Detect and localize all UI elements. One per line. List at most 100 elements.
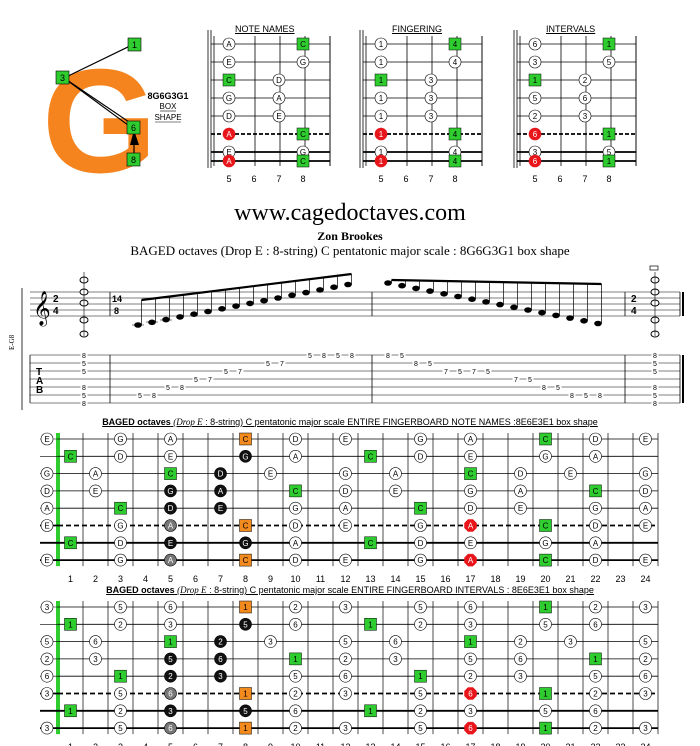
mini-root-marker	[602, 154, 616, 168]
board-root-marker	[539, 432, 552, 446]
board-marker-label: A	[593, 539, 599, 548]
board-root-marker	[164, 635, 177, 648]
fret-number: 22	[590, 574, 600, 584]
tab-fret-number: 8	[82, 385, 86, 392]
tab-fret-number: 5	[266, 361, 270, 368]
board-root-marker	[239, 519, 252, 532]
scale-note	[232, 303, 240, 309]
scale-note	[162, 316, 170, 323]
mini-marker-label: C	[300, 40, 306, 49]
board-marker-label: E	[643, 556, 648, 565]
board-note-marker	[589, 669, 602, 683]
mini-note-marker	[374, 109, 388, 123]
board-note-marker	[289, 536, 302, 550]
board-marker-label: 6	[218, 655, 223, 664]
scale-note	[260, 297, 268, 304]
mini-marker-label: 1	[379, 112, 384, 121]
board2-title-bold: BAGED octaves	[106, 585, 175, 595]
board-marker-label: E	[343, 556, 348, 565]
scale-note	[302, 289, 310, 296]
board-marker-label: E	[568, 470, 573, 479]
board-note-marker	[589, 721, 602, 735]
mini-marker-label: C	[300, 130, 306, 139]
tab-fret-number: 7	[514, 377, 518, 384]
mini-marker-label: 1	[379, 40, 384, 49]
board-note-marker	[589, 553, 602, 567]
board-note-marker	[114, 704, 127, 718]
mini-root-marker	[448, 127, 462, 141]
board-root-marker	[364, 704, 377, 718]
board-note-marker	[539, 536, 552, 550]
tab-fret-number: 8	[350, 353, 354, 360]
fret-number: 16	[440, 574, 450, 584]
board-marker-label: D	[518, 470, 524, 479]
author-name: Zon Brookes	[317, 229, 383, 243]
board-marker-label: A	[293, 539, 299, 548]
board-note-marker	[40, 484, 54, 498]
fret-number: 9	[268, 574, 273, 584]
board-marker-label: G	[117, 435, 123, 444]
board-marker-label: A	[168, 435, 174, 444]
website-url[interactable]: www.cagedoctaves.com	[234, 200, 466, 226]
fret-number: 24	[640, 742, 650, 746]
board-note-marker	[89, 652, 102, 666]
mini-root-marker	[222, 73, 236, 87]
tab-fret-number: 7	[472, 369, 476, 376]
mini-marker-label: 1	[379, 58, 384, 67]
board-marker-label: A	[643, 504, 649, 513]
tab-fret-number: 5	[308, 353, 312, 360]
board-note-marker	[414, 449, 427, 463]
board-marker-label: 5	[543, 707, 548, 716]
mini-note-marker	[374, 154, 388, 168]
board-marker-label: D	[418, 539, 424, 548]
board-root-marker	[364, 450, 377, 463]
board-root-marker	[464, 635, 477, 648]
tab-fret-number: 5	[458, 369, 462, 376]
board2-title-rest: : 8-string) C pentatonic major scale ENT…	[209, 585, 594, 595]
board-marker-label: 3	[218, 672, 223, 681]
board-marker-label: C	[243, 435, 249, 444]
mini-marker-label: 4	[453, 130, 458, 139]
time-sig-last-bottom: 4	[631, 306, 637, 317]
board-marker-label: 5	[168, 655, 173, 664]
board-marker-label: C	[368, 452, 374, 461]
board-marker-label: 6	[343, 672, 348, 681]
mini-diagram-note-names: A CE GC DG AD EA CE GA C5 6 7 8	[207, 30, 331, 184]
mini-marker-label: 4	[453, 157, 458, 166]
board-marker-label: 5	[418, 724, 423, 733]
board-bass-marker	[464, 553, 477, 567]
board-marker-label: E	[643, 522, 648, 531]
board-note-marker	[164, 432, 177, 446]
time-sig-run-bottom: 8	[114, 306, 119, 316]
board-marker-label: E	[218, 504, 223, 513]
board-note-marker	[339, 687, 352, 700]
scale-note	[204, 308, 212, 315]
mini-marker-label: 5	[533, 94, 538, 103]
board-note-marker	[414, 519, 427, 532]
board-root-marker	[539, 553, 552, 567]
board-note-marker	[239, 704, 252, 718]
board-marker-label: D	[593, 435, 599, 444]
board-root-marker	[539, 600, 552, 614]
fret-number: 3	[118, 574, 123, 584]
scale-note	[524, 307, 532, 313]
board-marker-label: 2	[418, 620, 423, 629]
scale-note	[454, 293, 462, 300]
fret-number: 11	[316, 574, 325, 584]
mini-note-marker	[222, 55, 236, 69]
tab-fret-number: 5	[224, 369, 228, 376]
board-note-marker	[389, 635, 402, 648]
board-marker-label: 2	[218, 638, 223, 647]
board-root-marker	[114, 669, 127, 683]
board-note-marker	[639, 501, 652, 515]
board-marker-label: 6	[393, 638, 398, 647]
board-bass-marker	[464, 519, 477, 532]
board-note-marker	[164, 704, 177, 718]
board-marker-label: C	[543, 522, 549, 531]
mini-marker-label: 1	[607, 40, 612, 49]
mini-marker-label: G	[226, 94, 232, 103]
board-marker-label: G	[417, 435, 423, 444]
board-note-marker	[164, 449, 177, 463]
tab-fret-number: 5	[653, 361, 657, 368]
board-marker-label: E	[343, 435, 348, 444]
